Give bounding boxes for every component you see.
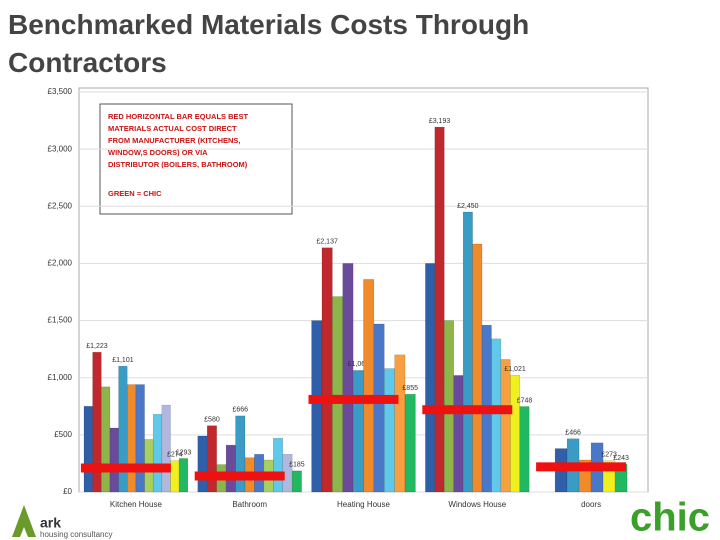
benchmark-bar [308,394,399,404]
bar [332,296,343,493]
data-label: £855 [402,385,418,392]
bar [491,338,502,493]
benchmark-bar [422,405,513,415]
bar [178,458,189,493]
data-label: £1,021 [504,366,526,373]
benchmark-bar [536,462,627,472]
bar [225,444,236,493]
data-label: £1,101 [112,357,134,364]
annotation-line: DISTRIBUTOR (BOILERS, BATHROOM) [108,160,248,169]
y-tick-label: £2,500 [48,201,73,210]
annotation-line: FROM MANUFACTURER (KITCHENS, [108,136,241,145]
annotation-line: MATERIALS ACTUAL COST DIRECT [108,124,237,133]
bar [235,415,246,493]
bar [510,375,521,493]
y-tick-label: £2,000 [48,259,73,268]
x-tick-label: Heating House [337,500,390,509]
bar [384,368,395,493]
bar [373,323,385,493]
data-label: £1,223 [86,343,108,350]
annotation-note: GREEN = CHIC [108,189,162,198]
bar [519,406,530,493]
bar [342,263,354,493]
annotation-box [99,103,293,215]
y-tick-label: £1,500 [48,316,73,325]
x-tick-label: doors [581,500,601,509]
data-label: £3,193 [429,118,451,125]
bar [404,394,416,493]
bar [135,384,145,493]
bar [394,354,406,493]
data-label: £748 [517,397,533,404]
bar [109,427,119,493]
left-logo-sub: housing consultancy [40,530,113,539]
annotation-line: RED HORIZONTAL BAR EQUALS BEST [108,112,249,121]
bar [83,406,93,493]
data-label: £2,450 [457,203,479,210]
bar [462,211,473,493]
y-tick-label: £0 [63,487,72,496]
bar [161,404,171,493]
bar [273,438,283,493]
data-label: £243 [613,455,629,462]
benchmark-bar [194,471,285,481]
bar [206,425,217,493]
data-label: £466 [565,430,581,437]
y-tick-label: £1,000 [48,373,73,382]
bar [291,470,302,493]
bar [152,414,163,493]
slide-title: Benchmarked Materials Costs Through Cont… [8,9,530,78]
ark-logo-mark [12,505,36,537]
y-tick-label: £3,000 [48,144,73,153]
bar [425,263,436,493]
data-label: £293 [176,449,192,456]
bar [352,370,364,493]
x-tick-label: Bathroom [232,500,267,509]
data-label: £185 [289,462,305,469]
left-logo: ark [40,515,61,531]
bar [118,365,128,493]
x-tick-label: Windows House [448,500,506,509]
data-label: £2,137 [316,239,338,246]
bar [127,384,137,493]
bar [434,126,445,493]
bar [453,375,464,493]
x-tick-label: Kitchen House [110,500,163,509]
bar [311,320,323,493]
annotation-line: WINDOW,S DOORS) OR VIA [108,148,208,157]
data-label: £274 [167,452,183,459]
data-label: £1,064 [348,361,370,368]
data-label: £273 [601,452,617,459]
bar [101,386,111,493]
benchmark-bar [80,463,171,473]
data-label: £580 [204,417,220,424]
y-tick-label: £500 [54,430,72,439]
right-logo: chic [630,496,710,540]
bar [363,279,375,493]
bar [197,435,208,493]
bar [472,243,483,493]
y-tick-label: £3,500 [48,87,73,96]
bar [500,359,511,493]
bar [170,460,180,493]
data-label: £666 [232,407,248,414]
bar [321,247,333,493]
